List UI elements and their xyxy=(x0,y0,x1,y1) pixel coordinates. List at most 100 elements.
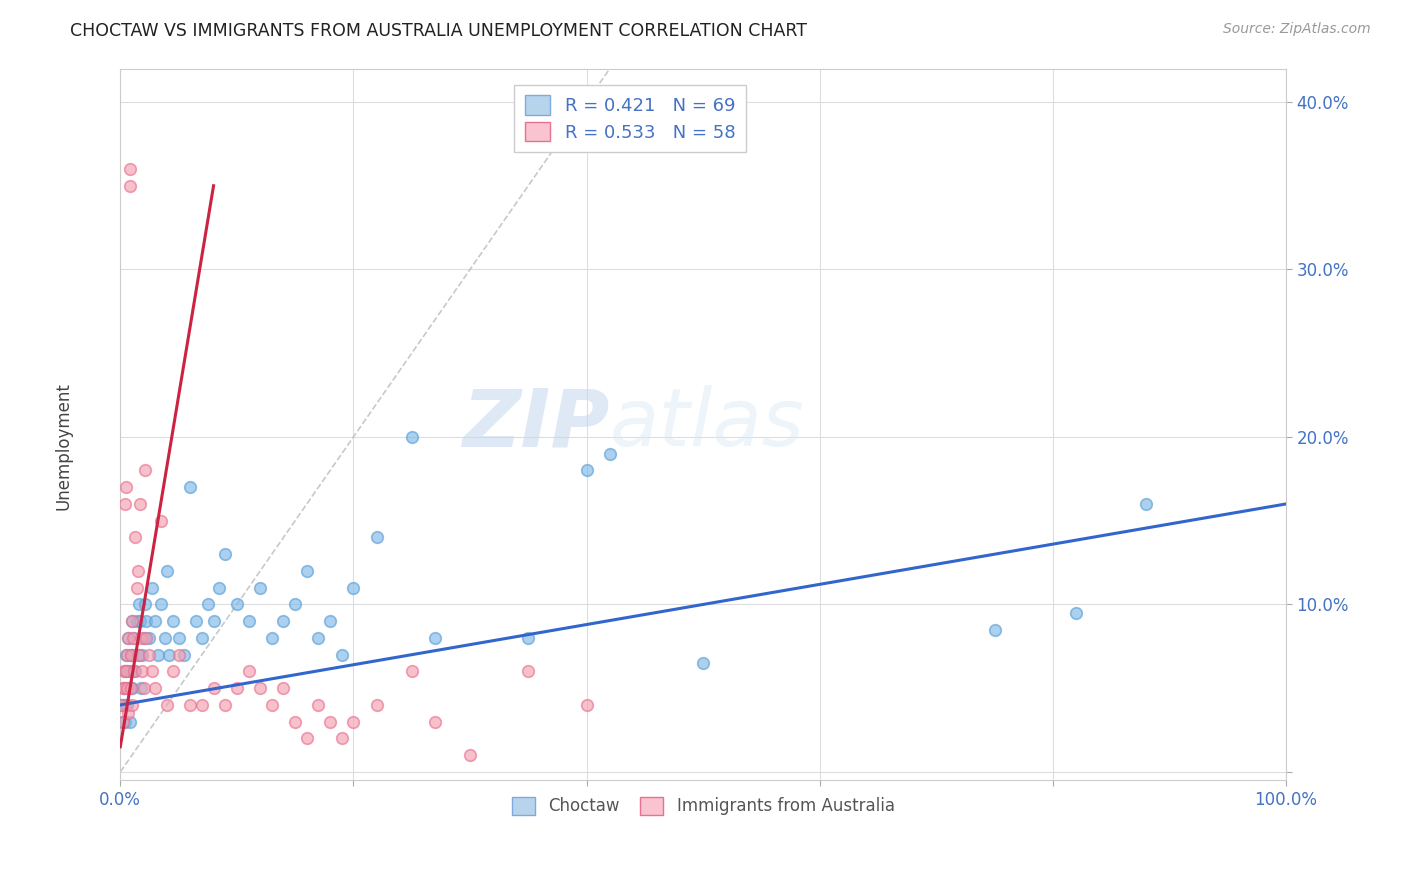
Point xyxy=(162,614,184,628)
Point xyxy=(117,648,139,662)
Point xyxy=(307,631,329,645)
Point xyxy=(1135,497,1157,511)
Point xyxy=(366,531,388,545)
Point xyxy=(124,665,146,679)
Point xyxy=(112,681,135,696)
Point xyxy=(131,648,153,662)
Point xyxy=(114,497,136,511)
Point xyxy=(284,598,307,612)
Point xyxy=(307,698,329,712)
Point xyxy=(138,631,160,645)
Point xyxy=(599,447,621,461)
Point xyxy=(319,714,342,729)
Point xyxy=(117,698,139,712)
Point xyxy=(125,581,148,595)
Point xyxy=(122,648,145,662)
Point xyxy=(575,698,598,712)
Point xyxy=(295,564,318,578)
Point xyxy=(214,698,236,712)
Point xyxy=(129,614,152,628)
Point xyxy=(132,631,155,645)
Point xyxy=(117,631,139,645)
Point xyxy=(167,648,190,662)
Point xyxy=(214,547,236,561)
Point xyxy=(118,681,141,696)
Point xyxy=(138,648,160,662)
Point xyxy=(121,698,143,712)
Point xyxy=(273,681,295,696)
Point xyxy=(260,631,283,645)
Point xyxy=(191,631,214,645)
Point xyxy=(167,631,190,645)
Point xyxy=(330,648,353,662)
Point xyxy=(110,698,132,712)
Point xyxy=(128,598,150,612)
Point xyxy=(121,681,143,696)
Point xyxy=(179,698,201,712)
Text: CHOCTAW VS IMMIGRANTS FROM AUSTRALIA UNEMPLOYMENT CORRELATION CHART: CHOCTAW VS IMMIGRANTS FROM AUSTRALIA UNE… xyxy=(70,22,807,40)
Point xyxy=(225,681,247,696)
Point xyxy=(114,714,136,729)
Point xyxy=(284,714,307,729)
Point xyxy=(202,681,225,696)
Point xyxy=(115,698,138,712)
Point xyxy=(134,463,156,477)
Point xyxy=(273,614,295,628)
Point xyxy=(129,681,152,696)
Point xyxy=(117,665,139,679)
Point xyxy=(208,581,231,595)
Point xyxy=(120,648,142,662)
Point xyxy=(110,698,132,712)
Point xyxy=(128,648,150,662)
Point xyxy=(115,648,138,662)
Point xyxy=(141,665,163,679)
Text: Unemployment: Unemployment xyxy=(55,382,72,510)
Point xyxy=(135,631,157,645)
Point xyxy=(342,581,364,595)
Point xyxy=(135,614,157,628)
Point xyxy=(156,564,179,578)
Point xyxy=(366,698,388,712)
Point xyxy=(117,681,139,696)
Point xyxy=(118,714,141,729)
Point xyxy=(197,598,219,612)
Point xyxy=(179,480,201,494)
Point xyxy=(423,631,446,645)
Point xyxy=(115,665,138,679)
Point xyxy=(132,681,155,696)
Text: ZIP: ZIP xyxy=(463,385,610,464)
Point xyxy=(184,614,207,628)
Point xyxy=(129,497,152,511)
Legend: Choctaw, Immigrants from Australia: Choctaw, Immigrants from Australia xyxy=(502,787,904,825)
Point xyxy=(238,614,260,628)
Point xyxy=(111,714,134,729)
Point xyxy=(423,714,446,729)
Point xyxy=(120,648,142,662)
Point xyxy=(458,748,481,763)
Point xyxy=(111,714,134,729)
Point xyxy=(121,614,143,628)
Point xyxy=(238,665,260,679)
Text: Source: ZipAtlas.com: Source: ZipAtlas.com xyxy=(1223,22,1371,37)
Point xyxy=(124,665,146,679)
Point xyxy=(295,731,318,746)
Point xyxy=(127,648,149,662)
Point xyxy=(124,631,146,645)
Point xyxy=(1064,606,1087,620)
Point xyxy=(162,665,184,679)
Point xyxy=(112,698,135,712)
Point xyxy=(115,480,138,494)
Point xyxy=(120,681,142,696)
Point xyxy=(125,614,148,628)
Point xyxy=(225,598,247,612)
Text: atlas: atlas xyxy=(610,385,804,464)
Point xyxy=(117,681,139,696)
Point xyxy=(983,623,1005,637)
Point xyxy=(319,614,342,628)
Point xyxy=(118,178,141,193)
Point xyxy=(134,598,156,612)
Point xyxy=(143,681,166,696)
Point xyxy=(692,656,714,670)
Point xyxy=(120,665,142,679)
Point xyxy=(146,648,169,662)
